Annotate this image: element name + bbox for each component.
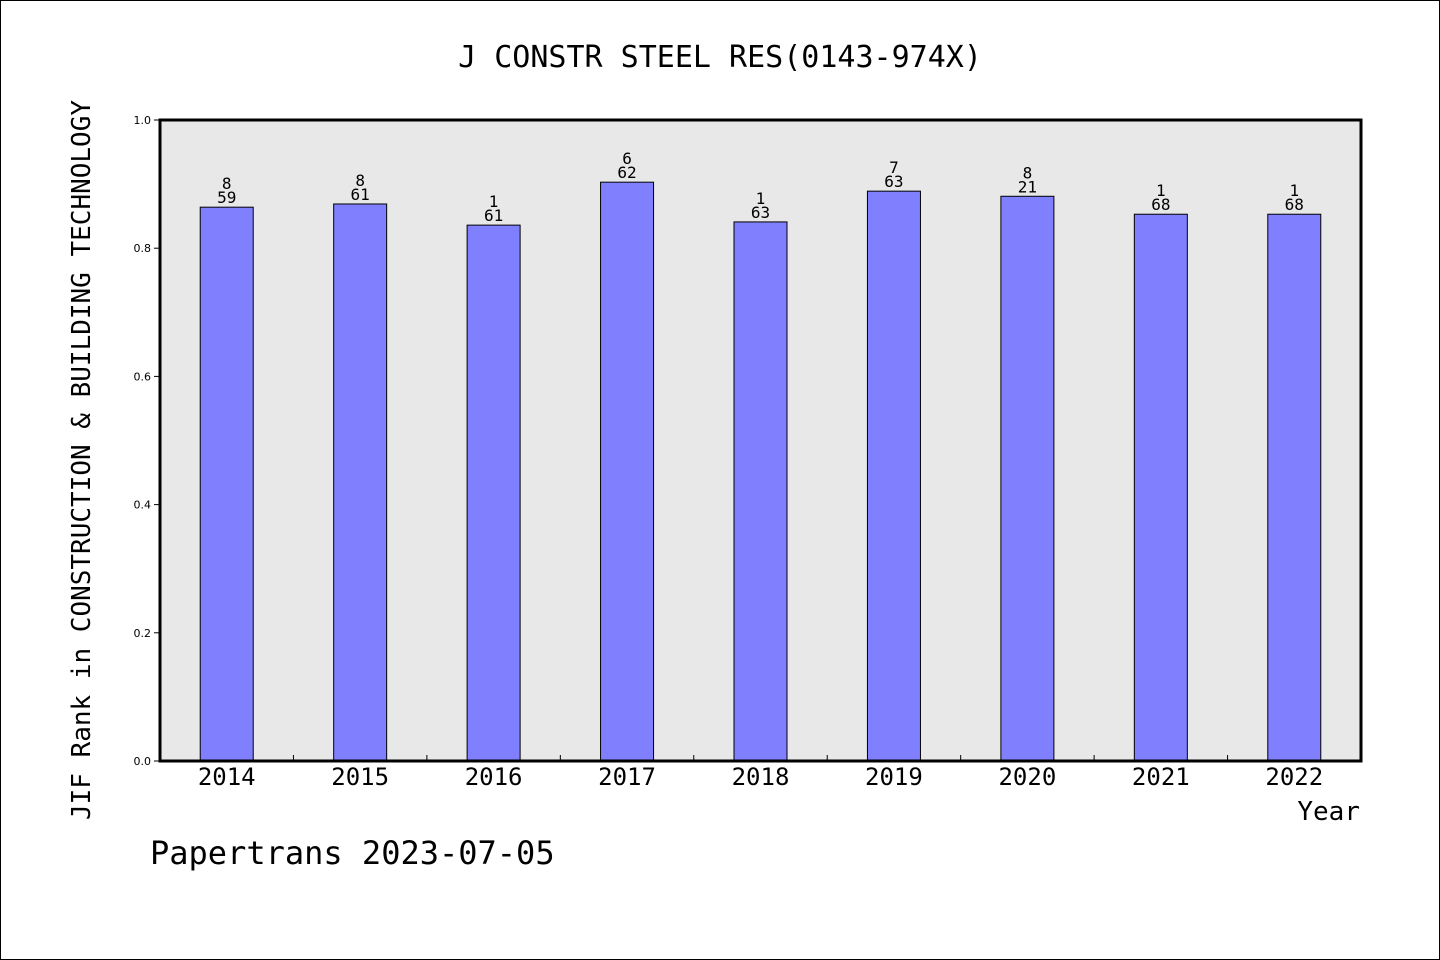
bar-label-top-2022: 1 (1289, 181, 1299, 200)
bar-label-bottom-2016: 61 (484, 206, 503, 225)
y-axis: 0.0 0.2 0.4 0.6 0.8 1.0 (134, 114, 160, 768)
x-axis: 2014 2015 2016 2017 2018 2019 2020 2021 2022 (198, 755, 1323, 791)
bar-2020 (1000, 195, 1055, 762)
y-axis-label: JIF Rank in CONSTRUCTION & BUILDING TECH… (67, 100, 97, 820)
bar-label-bottom-2020: 21 (1018, 177, 1037, 196)
x-tick-label-2016: 2016 (465, 763, 523, 791)
bar-2016 (466, 224, 521, 762)
bar-label-bottom-2015: 61 (351, 185, 370, 204)
plot-border (158, 118, 1363, 763)
bar-2014 (199, 206, 254, 762)
x-tick-label-2020: 2020 (998, 763, 1056, 791)
x-tick-label-2019: 2019 (865, 763, 923, 791)
bar-label-top-2019: 7 (889, 158, 899, 177)
bar-label-top-2021: 1 (1156, 181, 1166, 200)
footer-credit: Papertrans 2023-07-05 (150, 834, 555, 872)
bar-label-top-2015: 8 (355, 171, 365, 190)
bar-label-bottom-2017: 62 (617, 163, 636, 182)
y-tick-label-1.0: 1.0 (134, 114, 152, 127)
x-tick-label-2017: 2017 (598, 763, 656, 791)
y-tick-label-0.8: 0.8 (134, 242, 152, 255)
x-tick-label-2014: 2014 (198, 763, 256, 791)
chart-title: J CONSTR STEEL RES(0143-974X) (458, 40, 982, 75)
x-tick-label-2015: 2015 (331, 763, 389, 791)
y-tick-label-0.2: 0.2 (134, 627, 152, 640)
bar-label-top-2020: 8 (1023, 163, 1033, 182)
bar-label-top-2014: 8 (222, 174, 232, 193)
bar-2021 (1133, 213, 1188, 762)
bar-2015 (333, 203, 388, 762)
x-tick-label-2022: 2022 (1265, 763, 1323, 791)
bar-2017 (600, 181, 655, 762)
x-tick-label-2021: 2021 (1132, 763, 1190, 791)
y-tick-label-0.4: 0.4 (134, 499, 152, 512)
y-tick-label-0.6: 0.6 (134, 370, 152, 383)
bar-2019 (866, 190, 921, 762)
bar-label-bottom-2014: 59 (217, 188, 236, 207)
x-tick-label-2018: 2018 (732, 763, 790, 791)
bars-group (199, 181, 1322, 762)
y-tick-label-0.0: 0.0 (134, 755, 152, 768)
bar-2022 (1267, 213, 1322, 762)
bar-label-bottom-2021: 68 (1151, 195, 1170, 214)
bar-label-top-2016: 1 (489, 192, 499, 211)
bar-label-top-2018: 1 (756, 189, 766, 208)
bar-label-bottom-2019: 63 (884, 172, 903, 191)
bar-label-top-2017: 6 (622, 149, 632, 168)
bar-label-bottom-2022: 68 (1285, 195, 1304, 214)
x-axis-label: Year (1297, 797, 1360, 827)
bar-2018 (733, 221, 788, 762)
bar-label-bottom-2018: 63 (751, 203, 770, 222)
